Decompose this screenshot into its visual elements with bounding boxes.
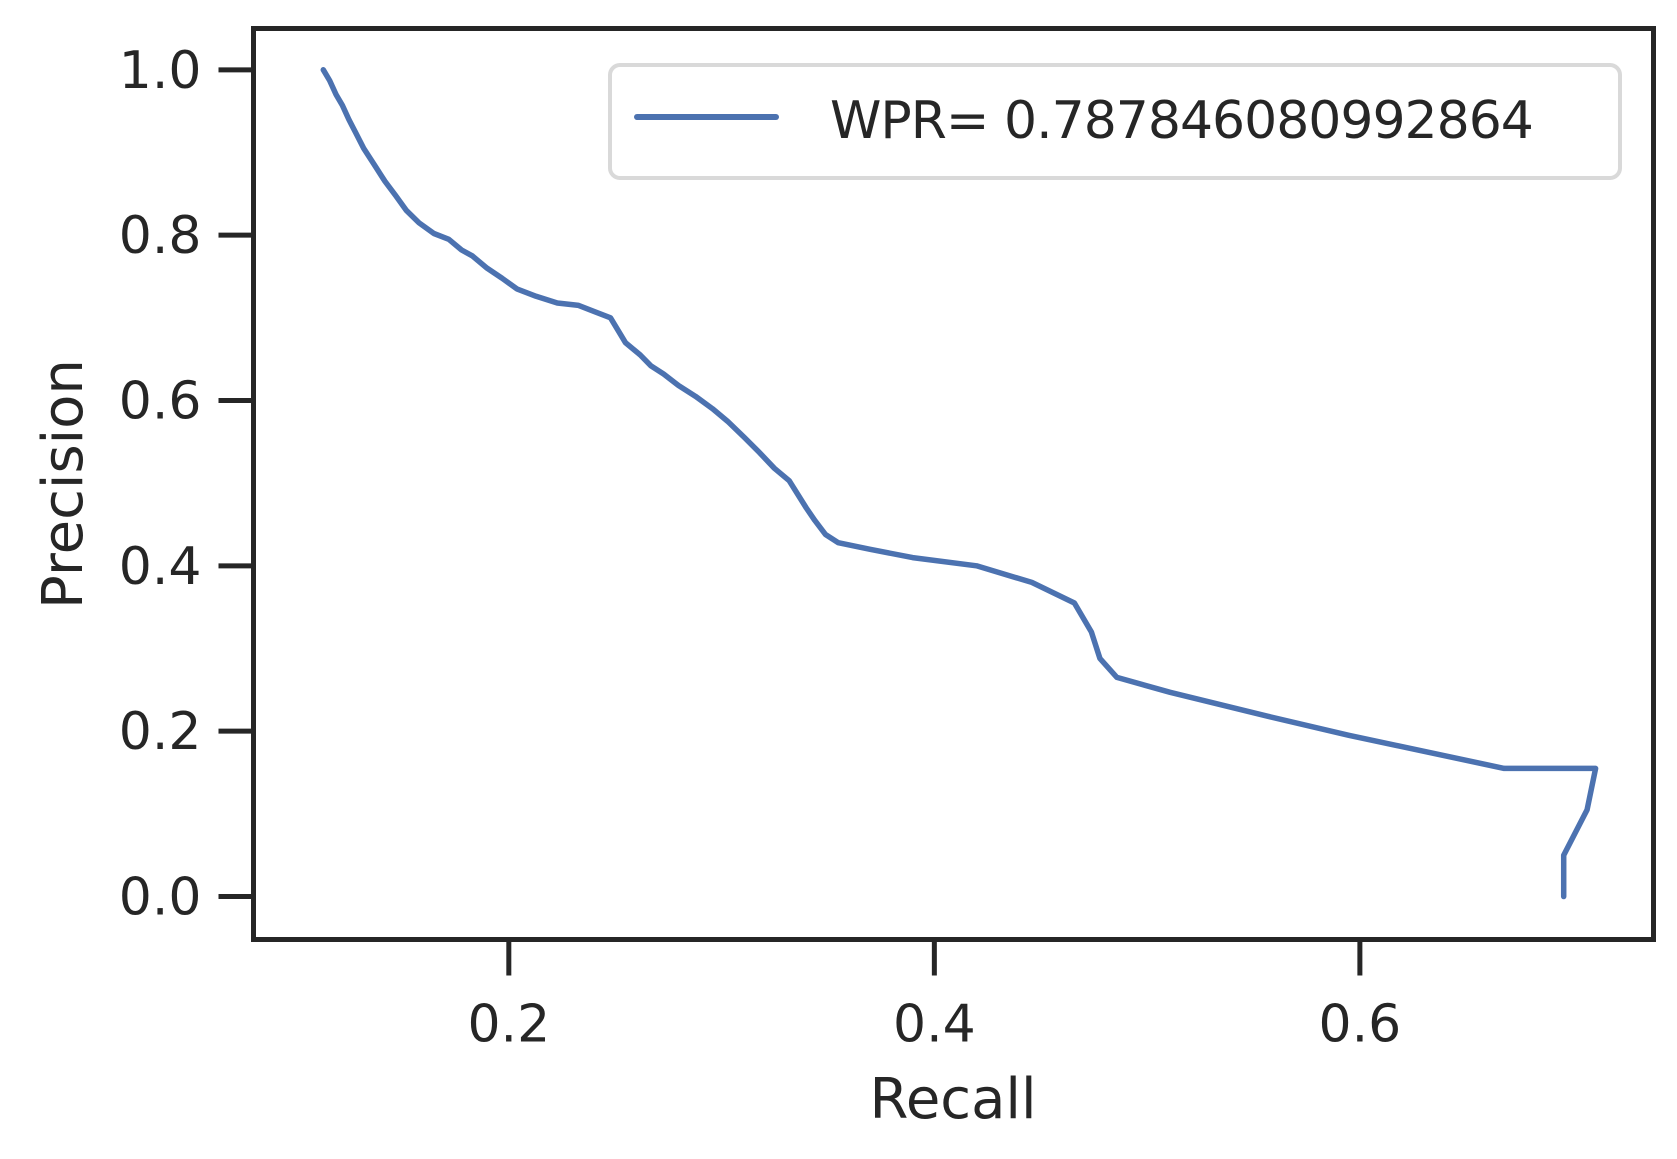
y-tick-label: 0.8: [119, 206, 202, 266]
y-tick-label: 0.0: [119, 868, 202, 928]
y-tick-label: 0.2: [119, 702, 202, 762]
x-tick-label: 0.4: [893, 995, 976, 1055]
legend-box: [608, 63, 1622, 180]
x-tick-label: 0.6: [1319, 995, 1402, 1055]
y-tick-label: 1.0: [119, 41, 202, 101]
y-tick-label: 0.4: [119, 537, 202, 597]
series-line: [320, 67, 1599, 900]
x-tick-label: 0.2: [467, 995, 550, 1055]
y-tick-label: 0.6: [119, 372, 202, 432]
x-axis-ticks: 0.2 0.4 0.6: [467, 939, 1402, 1055]
series-layer: [320, 67, 1599, 900]
legend-label: WPR= 0.787846080992864: [830, 91, 1533, 151]
plot-frame: [251, 26, 1656, 942]
x-axis-label: Recall: [869, 1067, 1036, 1132]
y-axis-ticks: 0.0 0.2 0.4 0.6 0.8 1.0: [119, 41, 254, 928]
y-axis-label: Precision: [31, 359, 96, 609]
legend: WPR= 0.787846080992864: [608, 63, 1622, 180]
